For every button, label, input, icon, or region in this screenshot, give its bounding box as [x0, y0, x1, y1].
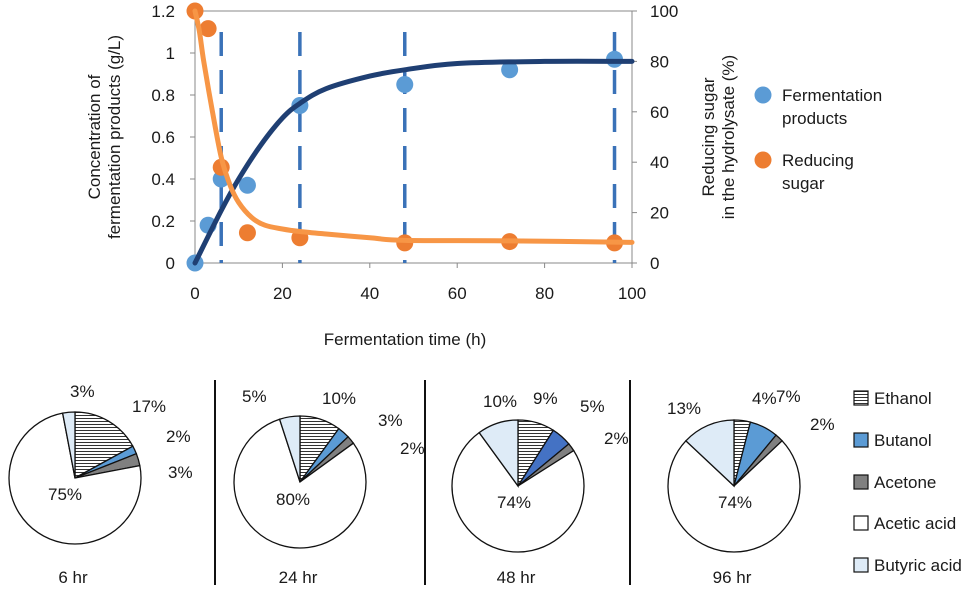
pie-data-label: 80% — [276, 490, 310, 509]
y-tick-label-right: 0 — [650, 254, 659, 273]
pie-data-label: 3% — [168, 463, 193, 482]
data-point-reducing-sugar — [238, 224, 256, 242]
data-point-reducing-sugar — [199, 20, 217, 38]
pie-time-label: 48 hr — [497, 568, 536, 587]
legend-label: Acetone — [874, 473, 936, 492]
y-tick-label-left: 0.6 — [151, 128, 175, 147]
pie-slice-acetic-acid — [667, 439, 801, 553]
pie-data-label: 5% — [580, 397, 605, 416]
legend-swatch-butyric-acid — [853, 557, 869, 573]
data-point-fermentation-products — [396, 76, 414, 93]
pie-data-label: 7% — [776, 387, 801, 406]
x-tick-label: 60 — [448, 284, 467, 303]
pie-slice-butyric-acid — [278, 415, 301, 483]
y-tick-label-left: 0.2 — [151, 212, 175, 231]
y-tick-label-left: 0.4 — [151, 170, 175, 189]
legend-label: Acetic acid — [874, 514, 956, 533]
legend-label-line1: Fermentation — [782, 86, 882, 105]
pie-data-label: 2% — [400, 439, 425, 458]
pie-slice-acetic-acid — [8, 412, 142, 545]
legend-label: Butyric acid — [874, 556, 962, 575]
legend-swatch-acetone — [853, 474, 869, 490]
y-axis-label-right-line1: Reducing sugar — [699, 77, 718, 196]
pie-slice-butyric-acid — [684, 419, 735, 488]
y-tick-label-right: 40 — [650, 153, 669, 172]
y-tick-label-right: 20 — [650, 204, 669, 223]
legend-marker — [754, 151, 772, 169]
pie-slice-ethanol — [74, 411, 134, 480]
pie-slice-acetic-acid — [451, 431, 585, 553]
pie-slice-butyric-acid — [61, 411, 76, 479]
x-tick-label: 0 — [190, 284, 199, 303]
x-tick-label: 80 — [535, 284, 554, 303]
legend-swatch-butanol — [853, 432, 869, 448]
legend-label-line2: sugar — [782, 174, 825, 193]
pie-time-label: 6 hr — [58, 568, 88, 587]
x-axis-label: Fermentation time (h) — [324, 330, 487, 349]
pie-data-label: 4% — [752, 389, 777, 408]
pie-data-label: 5% — [242, 387, 267, 406]
legend-swatch-ethanol — [853, 390, 869, 406]
x-tick-label: 40 — [360, 284, 379, 303]
legend-marker — [754, 86, 772, 104]
y-tick-label-left: 0 — [166, 254, 175, 273]
y-axis-label-right-line2: in the hydrolysate (%) — [719, 55, 738, 219]
y-tick-label-left: 0.8 — [151, 86, 175, 105]
legend-label: Ethanol — [874, 389, 932, 408]
pie-data-label: 2% — [810, 415, 835, 434]
pie-data-label: 2% — [604, 429, 629, 448]
pie-data-label: 10% — [483, 392, 517, 411]
y-tick-label-right: 60 — [650, 103, 669, 122]
line-chart: 0 20 40 60 80 10000.20.40.60.811.202040608010… — [151, 2, 882, 303]
pie-slice-acetic-acid — [233, 418, 367, 549]
y-axis-label-left-line1: Concentration of — [85, 74, 104, 199]
pie-slice-butyric-acid — [478, 419, 519, 489]
pie-data-label: 13% — [667, 399, 701, 418]
data-point-fermentation-products — [501, 61, 519, 79]
x-tick-label: 20 — [273, 284, 292, 303]
y-tick-label-right: 80 — [650, 52, 669, 71]
pie-data-label: 10% — [322, 389, 356, 408]
y-tick-label-left: 1 — [166, 44, 175, 63]
data-point-fermentation-products — [238, 176, 256, 194]
pie-data-label: 74% — [497, 493, 531, 512]
legend-label: Butanol — [874, 431, 932, 450]
pie-data-label: 2% — [166, 427, 191, 446]
pie-data-label: 75% — [48, 485, 82, 504]
pie-data-label: 9% — [533, 389, 558, 408]
pie-time-label: 24 hr — [279, 568, 318, 587]
pie-time-label: 96 hr — [713, 568, 752, 587]
legend-swatch-acetic-acid — [853, 515, 869, 531]
pie-data-label: 74% — [718, 493, 752, 512]
x-tick-label: 100 — [618, 284, 646, 303]
fit-curve-fermentation-products — [192, 58, 635, 266]
pie-data-label: 3% — [70, 382, 95, 401]
pie-data-label: 3% — [378, 411, 403, 430]
y-tick-label-left: 1.2 — [151, 2, 175, 21]
y-tick-label-right: 100 — [650, 2, 678, 21]
legend-label-line1: Reducing — [782, 151, 854, 170]
pie-data-label: 17% — [132, 397, 166, 416]
legend-label-line2: products — [782, 109, 847, 128]
y-axis-label-left-line2: fermentation products (g/L) — [105, 35, 124, 239]
fit-curve-reducing-sugar — [192, 8, 635, 245]
